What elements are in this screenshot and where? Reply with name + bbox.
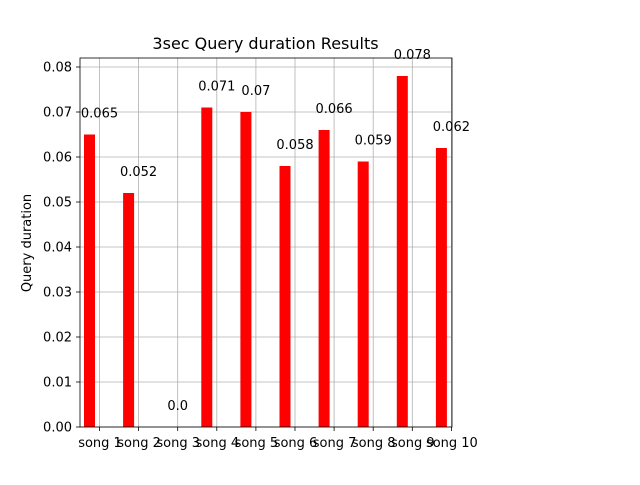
x-tick-label: song 9 xyxy=(391,436,435,451)
data-label: 0.062 xyxy=(433,120,470,135)
x-tick-label: song 6 xyxy=(274,436,318,451)
bar xyxy=(201,107,213,427)
x-tick-label: song 5 xyxy=(235,436,279,451)
data-label: 0.065 xyxy=(81,107,118,122)
plot-border xyxy=(79,57,453,428)
y-tick-label: 0.05 xyxy=(43,196,72,211)
data-label: 0.0 xyxy=(167,399,188,414)
bars xyxy=(84,76,447,427)
data-label: 0.071 xyxy=(198,80,235,95)
data-label: 0.078 xyxy=(394,48,431,63)
bar xyxy=(357,161,369,427)
bar xyxy=(318,130,330,427)
bar xyxy=(84,134,95,427)
x-tick-label: song 7 xyxy=(313,436,357,451)
y-tick-label: 0.06 xyxy=(43,151,72,166)
data-label: 0.059 xyxy=(355,134,392,149)
chart-title: 3sec Query duration Results xyxy=(152,34,378,53)
bar xyxy=(123,193,135,427)
bar xyxy=(435,148,447,427)
grid xyxy=(80,58,452,428)
data-label: 0.052 xyxy=(120,165,157,180)
x-tick-label: song 2 xyxy=(117,436,161,451)
y-tick-label: 0.07 xyxy=(43,106,72,121)
y-tick-label: 0.04 xyxy=(43,241,72,256)
plot-frame xyxy=(79,57,453,428)
y-tick-label: 0.00 xyxy=(43,421,72,436)
bar xyxy=(396,76,408,427)
data-label: 0.07 xyxy=(241,84,270,99)
y-tick-label: 0.02 xyxy=(43,331,72,346)
bar xyxy=(279,166,291,427)
bar xyxy=(240,112,252,427)
y-tick-label: 0.08 xyxy=(43,61,72,76)
ticks: 0.00 0.01 0.02 0.03 0.04 0.05 0.06 0.07 0.08 song… xyxy=(43,61,478,452)
data-label: 0.058 xyxy=(276,138,313,153)
x-tick-label: song 1 xyxy=(78,436,122,451)
y-tick-label: 0.03 xyxy=(43,286,72,301)
x-tick-label: song 3 xyxy=(156,436,200,451)
y-axis-label: Query duration xyxy=(20,194,35,292)
x-tick-label: song 4 xyxy=(195,436,239,451)
x-tick-label: song 8 xyxy=(352,436,396,451)
data-label: 0.066 xyxy=(315,102,352,117)
data-labels: 0.065 0.052 0.0 0.071 0.07 0.058 0.066 0.059 0.0… xyxy=(81,48,470,414)
y-tick-label: 0.01 xyxy=(43,376,72,391)
x-tick-label: song 10 xyxy=(426,436,478,451)
